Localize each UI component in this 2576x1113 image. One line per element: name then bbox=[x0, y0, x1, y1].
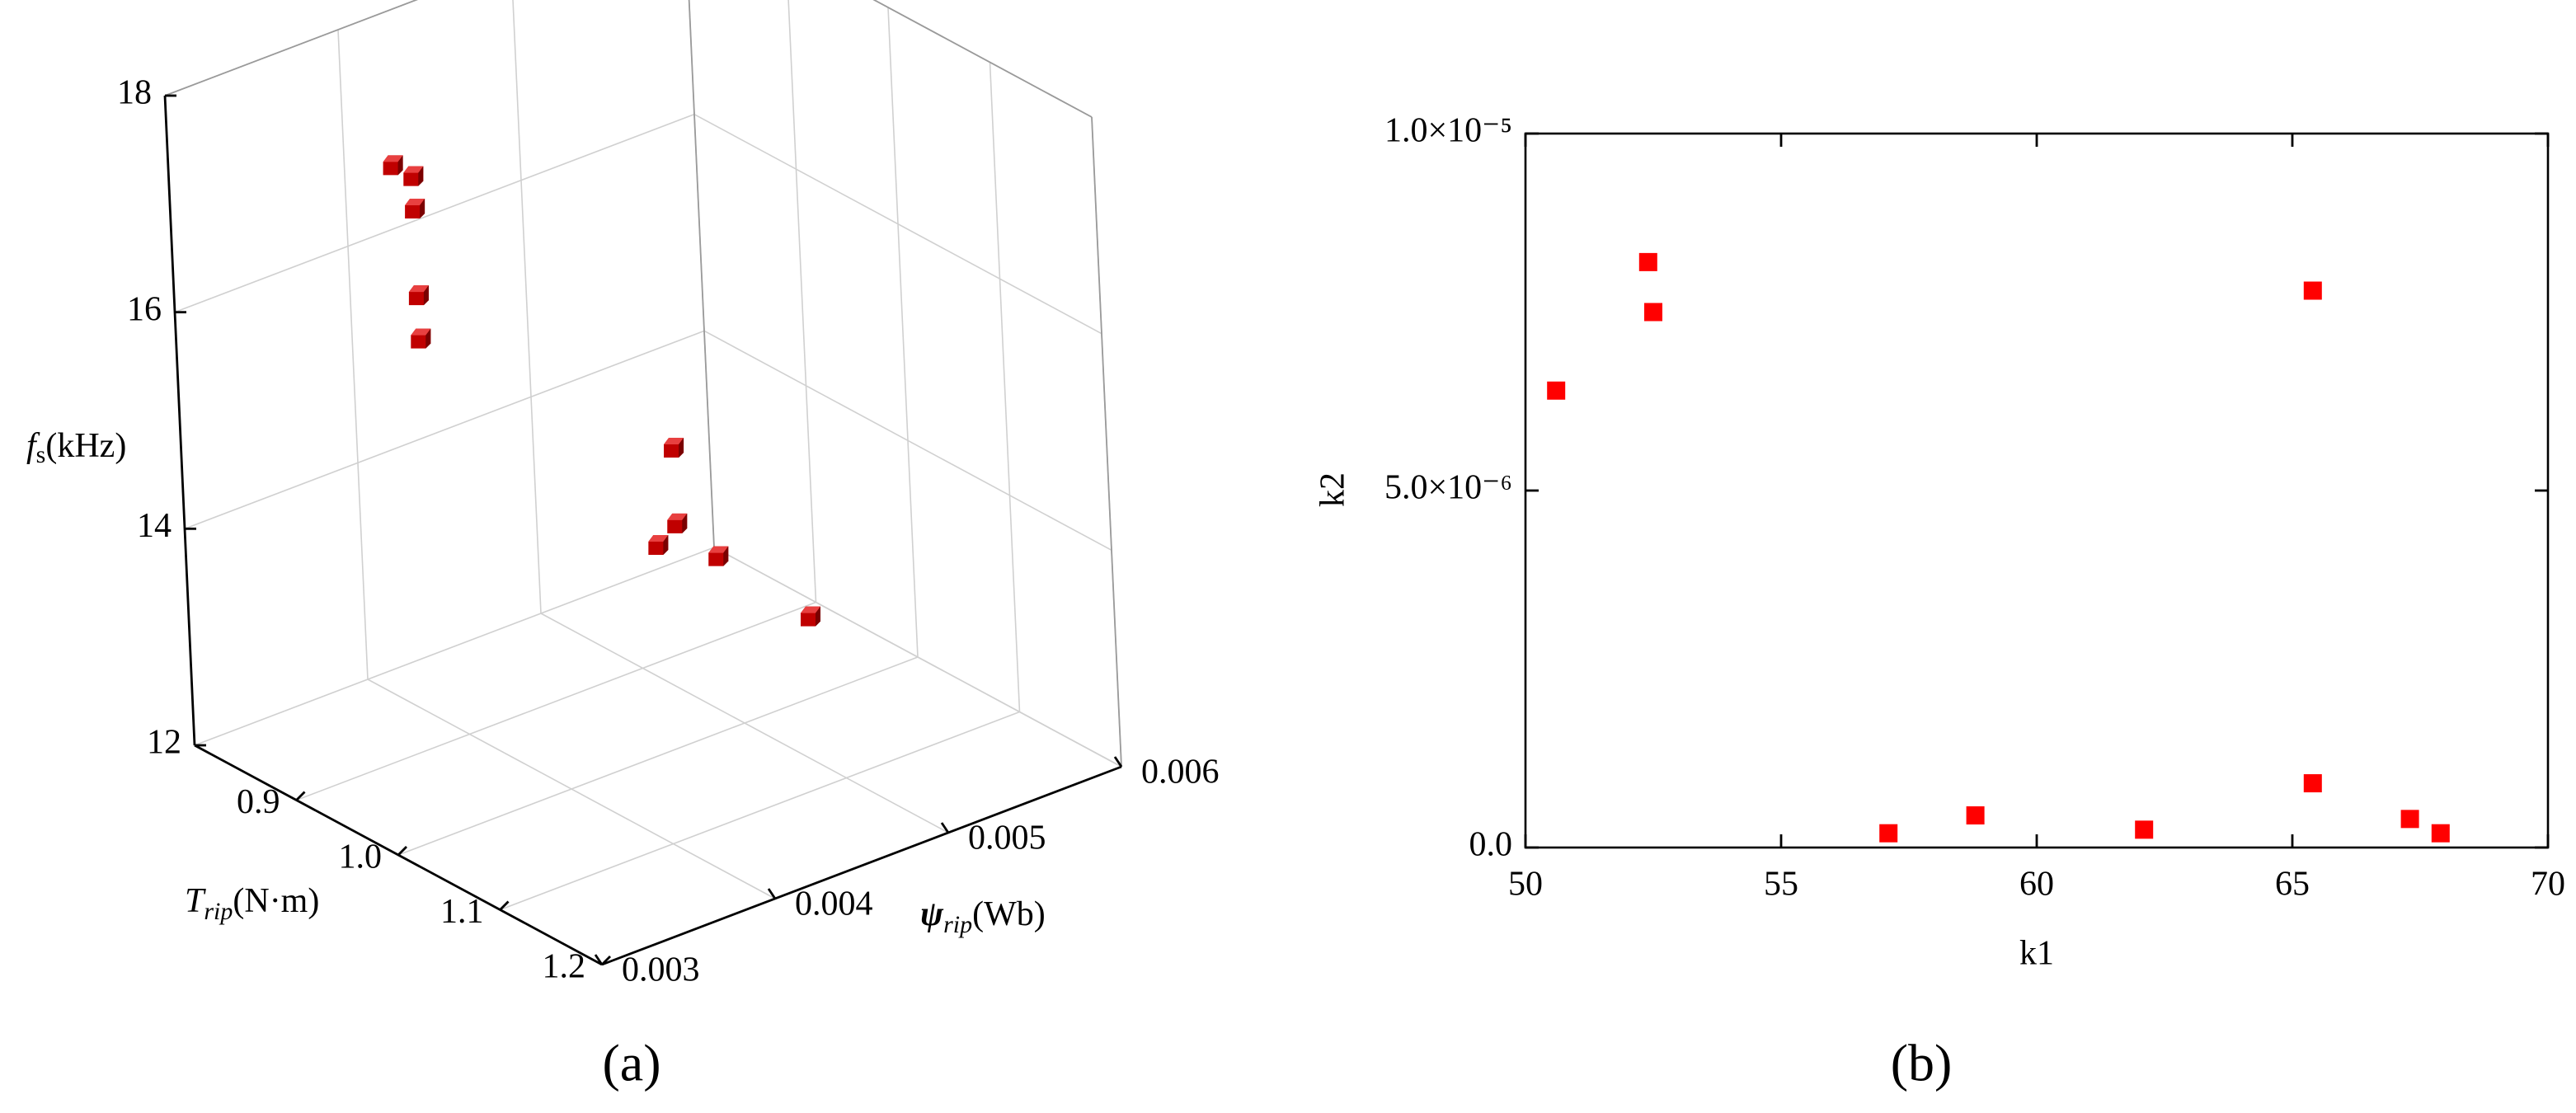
x-tick-label: 1.0 bbox=[339, 838, 383, 876]
box-edge bbox=[872, 0, 1093, 118]
y-axis-label-b: k2 bbox=[1314, 472, 1352, 507]
cube-side bbox=[663, 534, 669, 555]
grid-line bbox=[184, 330, 705, 530]
y-tick bbox=[767, 888, 777, 899]
y-tick bbox=[594, 954, 604, 965]
x-tick-label: 1.1 bbox=[440, 893, 484, 931]
cube-top bbox=[405, 199, 425, 206]
x-tick bbox=[295, 791, 306, 801]
y-axis-label: ψrip(Wb) bbox=[920, 895, 1046, 938]
x-tick bbox=[397, 846, 407, 856]
cube-side bbox=[423, 285, 429, 306]
y-tick-label: 0.005 bbox=[968, 819, 1046, 857]
x-tick-label: 1.2 bbox=[543, 948, 586, 986]
cube-side bbox=[425, 328, 431, 349]
x-axis-label: Trip(N·m) bbox=[185, 882, 319, 925]
cube-side bbox=[420, 199, 425, 219]
cube-side bbox=[418, 166, 424, 186]
cube-side bbox=[397, 155, 403, 176]
point bbox=[1547, 381, 1566, 400]
y-label-unit: (Wb) bbox=[972, 895, 1046, 933]
y-label-symbol: ψ bbox=[920, 895, 944, 933]
cube-top bbox=[708, 546, 729, 553]
z-axis bbox=[163, 95, 196, 746]
cube-top bbox=[383, 155, 403, 162]
y-tick-label: 0.0 bbox=[1469, 826, 1513, 864]
z-tick-label: 12 bbox=[147, 724, 181, 762]
grid-line bbox=[787, 0, 817, 603]
box-edge bbox=[1091, 116, 1122, 768]
cube-top bbox=[408, 285, 429, 293]
caption-a: (a) bbox=[602, 1034, 660, 1092]
x-tick bbox=[499, 900, 510, 911]
y-tick-label: 1.0×10⁻⁵ bbox=[1384, 112, 1512, 150]
x-tick-label: 50 bbox=[1508, 866, 1543, 904]
cube-top bbox=[664, 437, 684, 444]
cube-top bbox=[411, 328, 431, 336]
grid-line bbox=[337, 29, 369, 680]
x-label-symbol: T bbox=[185, 882, 206, 920]
x-tick-label: 70 bbox=[2531, 866, 2565, 904]
x-tick bbox=[601, 956, 611, 965]
grid-line bbox=[174, 113, 695, 313]
cube-top bbox=[667, 513, 688, 520]
x-tick-label: 65 bbox=[2275, 866, 2310, 904]
grid-line bbox=[989, 62, 1021, 712]
y-tick bbox=[940, 822, 950, 834]
caption-b: (b) bbox=[1891, 1034, 1953, 1092]
cube-side bbox=[816, 606, 820, 627]
cube-side bbox=[679, 437, 684, 458]
z-tick-label: 14 bbox=[137, 507, 172, 545]
cube-top bbox=[403, 166, 424, 173]
x-tick-label: 60 bbox=[2019, 866, 2054, 904]
y-tick-label: 0.003 bbox=[622, 951, 700, 989]
grid-line bbox=[296, 601, 816, 801]
grid-line bbox=[512, 0, 542, 614]
point bbox=[2135, 820, 2154, 839]
x-tick-label: 55 bbox=[1764, 866, 1798, 904]
point bbox=[2303, 281, 2322, 300]
point bbox=[1879, 824, 1898, 843]
point bbox=[2303, 774, 2322, 793]
point bbox=[1644, 303, 1662, 322]
point bbox=[1966, 806, 1985, 825]
z-axis-label: fs(kHz) bbox=[26, 427, 126, 468]
z-tick-label: 18 bbox=[117, 74, 152, 112]
z-tick-label: 16 bbox=[127, 290, 162, 328]
y-tick-label: 0.004 bbox=[795, 885, 873, 923]
cube-top bbox=[801, 606, 820, 613]
point bbox=[2400, 810, 2419, 829]
y-tick-label: 0.006 bbox=[1141, 754, 1220, 791]
y-label-subscript: rip bbox=[943, 911, 972, 938]
point bbox=[1638, 252, 1657, 271]
cube-side bbox=[682, 513, 688, 533]
box-edge bbox=[688, 0, 715, 548]
plot-frame bbox=[1524, 132, 2550, 849]
y-axis bbox=[601, 765, 1122, 966]
z-label-subscript: s bbox=[36, 441, 46, 468]
box-edge bbox=[164, 0, 419, 96]
grid-line bbox=[164, 0, 418, 96]
z-label-unit: (kHz) bbox=[45, 427, 126, 465]
y-tick bbox=[1113, 756, 1123, 768]
grid-line bbox=[500, 711, 1020, 911]
point bbox=[2431, 824, 2450, 843]
cube-top bbox=[648, 534, 669, 542]
grid-line bbox=[397, 656, 919, 856]
x-axis-label-b: k1 bbox=[2019, 935, 2054, 973]
y-tick-label: 5.0×10⁻⁶ bbox=[1384, 469, 1512, 507]
grid-line bbox=[194, 547, 715, 746]
x-tick-label: 0.9 bbox=[237, 783, 280, 821]
grid-line bbox=[887, 7, 919, 658]
x-label-unit: (N·m) bbox=[233, 882, 319, 920]
x-label-subscript: rip bbox=[204, 898, 233, 925]
cube-side bbox=[723, 546, 729, 566]
